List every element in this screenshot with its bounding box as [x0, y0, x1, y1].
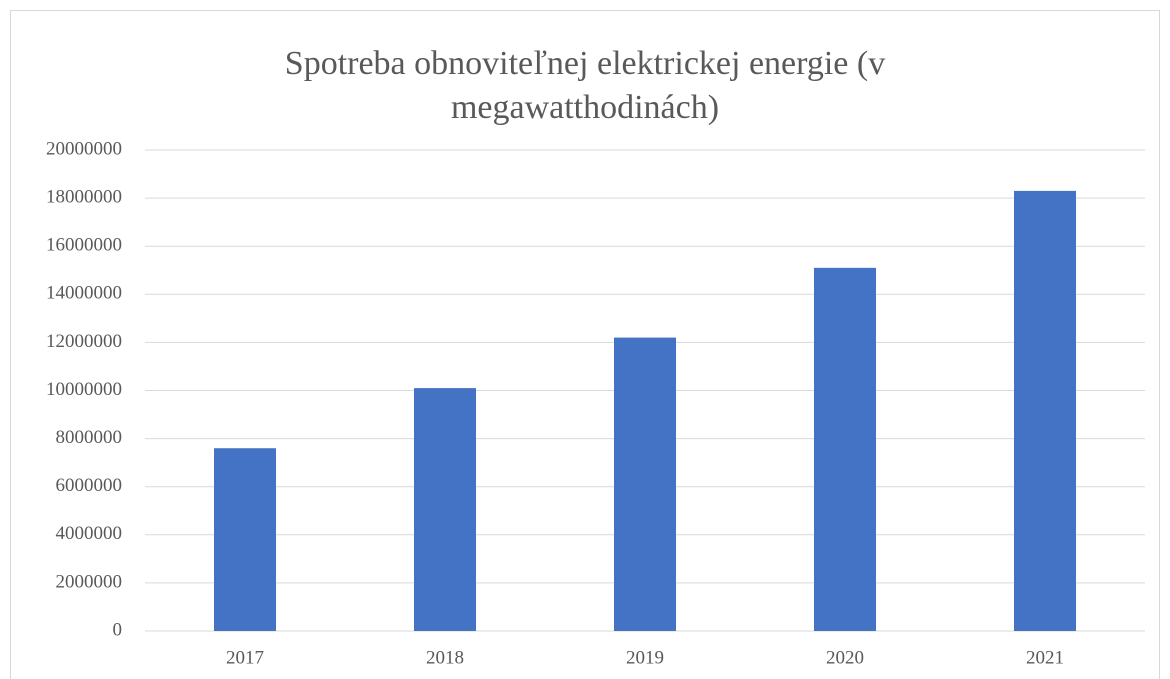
bar [814, 267, 876, 631]
y-tick-label: 12000000 [46, 331, 122, 352]
bar [214, 448, 276, 631]
bar [1014, 190, 1076, 631]
y-tick-label: 20000000 [46, 138, 122, 159]
y-tick-label: 6000000 [56, 475, 123, 496]
y-tick-label: 0 [113, 619, 123, 640]
y-tick-label: 2000000 [56, 571, 123, 592]
x-tick-label: 2017 [226, 647, 264, 668]
x-tick-label: 2020 [826, 647, 864, 668]
bar [414, 388, 476, 631]
y-tick-label: 10000000 [46, 379, 122, 400]
y-tick-label: 8000000 [56, 427, 123, 448]
y-tick-label: 4000000 [56, 523, 123, 544]
x-tick-label: 2021 [1026, 647, 1064, 668]
chart-frame [10, 10, 1160, 679]
bar [614, 337, 676, 631]
chart-title: Spotreba obnoviteľnej elektrickej energi… [284, 45, 886, 126]
x-tick-label: 2018 [426, 647, 464, 668]
y-tick-label: 16000000 [46, 235, 122, 256]
x-tick-label: 2019 [626, 647, 664, 668]
y-tick-label: 18000000 [46, 186, 122, 207]
y-tick-label: 14000000 [46, 283, 122, 304]
